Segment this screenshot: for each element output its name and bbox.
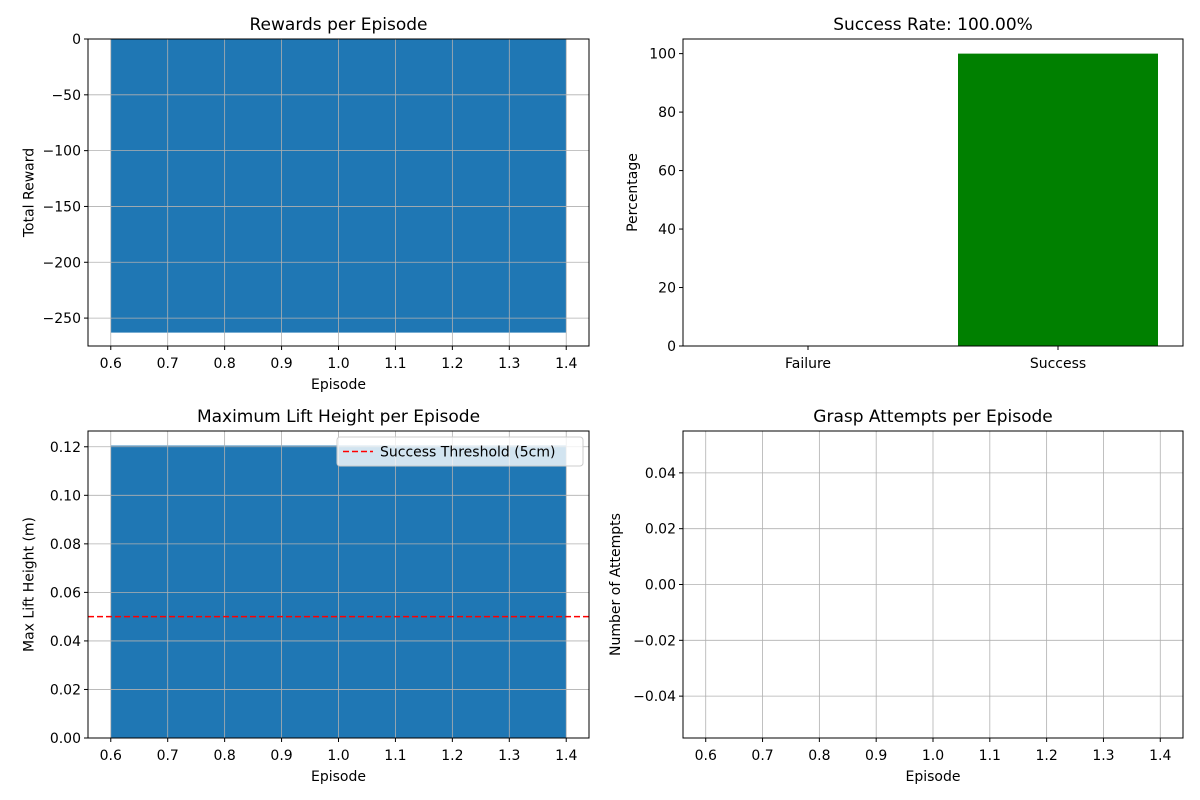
legend-label: Success Threshold (5cm) (380, 445, 555, 461)
x-tick-label: 1.4 (555, 748, 577, 764)
chart-title: Maximum Lift Height per Episode (197, 407, 480, 427)
x-tick-label: 1.0 (327, 356, 349, 372)
y-tick-label: 0.10 (50, 488, 81, 504)
y-tick-label: −100 (43, 144, 81, 160)
x-tick-label: 1.1 (384, 748, 406, 764)
y-tick-label: −50 (51, 88, 81, 104)
x-tick-label: 0.9 (270, 748, 292, 764)
chart-title: Success Rate: 100.00% (833, 15, 1033, 35)
x-tick-label: Success (1030, 356, 1086, 372)
legend: Success Threshold (5cm) (336, 436, 584, 467)
y-axis-label: Max Lift Height (m) (22, 517, 38, 652)
x-tick-label: 0.6 (695, 748, 717, 764)
x-tick-label: 1.3 (498, 356, 520, 372)
x-axis-label: Episode (906, 769, 961, 785)
x-tick-label: 0.8 (808, 748, 830, 764)
x-tick-label: 1.4 (1149, 748, 1171, 764)
x-axis-label: Episode (311, 769, 366, 785)
x-tick-label: 0.9 (865, 748, 887, 764)
y-tick-label: 0.04 (50, 634, 81, 650)
x-tick-label: 1.1 (979, 748, 1001, 764)
x-tick-label: 0.7 (157, 748, 179, 764)
y-tick-label: 0.00 (645, 578, 676, 594)
x-tick-label: 0.6 (100, 748, 122, 764)
chart-rewards: 0.6 0.7 0.8 0.9 1.0 1.1 1.2 1.3 1.4 0 −50 −100 −150 −… (22, 15, 590, 393)
y-tick-label: 0.08 (50, 537, 81, 553)
x-tick-label: 1.0 (327, 748, 349, 764)
y-tick-label: 0.02 (50, 682, 81, 698)
axes-frame (682, 38, 1184, 347)
y-tick-label: 0.00 (50, 731, 81, 747)
y-axis-label: Total Reward (22, 148, 38, 238)
y-axis-label: Percentage (625, 153, 641, 232)
y-tick-label: −0.04 (633, 689, 676, 705)
y-tick-label: 0 (72, 32, 81, 48)
y-tick-label: 20 (658, 281, 676, 297)
chart-lift: 0.6 0.7 0.8 0.9 1.0 1.1 1.2 1.3 1.4 0.00 0.02 0.04 0… (22, 407, 590, 785)
y-tick-label: −200 (43, 255, 81, 271)
y-tick-label: 0 (667, 339, 676, 355)
x-tick-label: 1.4 (555, 356, 577, 372)
x-tick-label: 0.8 (214, 748, 236, 764)
y-tick-label: −150 (43, 199, 81, 215)
y-tick-label: 0.02 (645, 522, 676, 538)
y-tick-label: 100 (649, 47, 676, 63)
y-tick-label: −250 (43, 311, 81, 327)
y-tick-label: 0.06 (50, 585, 81, 601)
x-tick-label: 1.3 (498, 748, 520, 764)
x-tick-label: 0.7 (751, 748, 773, 764)
chart-success: Failure Success 0 20 40 60 80 100 Success Rate: … (625, 15, 1184, 372)
y-tick-label: 60 (658, 164, 676, 180)
bar (958, 53, 1158, 346)
y-tick-label: 40 (658, 222, 676, 238)
y-tick-label: 0.04 (645, 466, 676, 482)
x-tick-label: 1.2 (1036, 748, 1058, 764)
x-tick-label: 1.0 (922, 748, 944, 764)
legend-box (336, 436, 584, 467)
x-tick-label: 1.1 (384, 356, 406, 372)
y-tick-label: −0.02 (633, 633, 676, 649)
chart-title: Grasp Attempts per Episode (813, 407, 1052, 427)
x-axis-label: Episode (311, 377, 366, 393)
x-tick-label: 0.6 (100, 356, 122, 372)
x-tick-label: 0.8 (214, 356, 236, 372)
x-tick-label: 1.2 (441, 748, 463, 764)
y-axis-label: Number of Attempts (608, 513, 624, 656)
y-tick-label: 80 (658, 105, 676, 121)
y-tick-label: 0.12 (50, 440, 81, 456)
x-tick-label: Failure (785, 356, 831, 372)
chart-title: Rewards per Episode (250, 15, 428, 35)
x-tick-label: 0.7 (157, 356, 179, 372)
x-tick-label: 1.3 (1092, 748, 1114, 764)
chart-grasp: 0.6 0.7 0.8 0.9 1.0 1.1 1.2 1.3 1.4 0.04 0.02 0.00 −… (608, 407, 1184, 785)
x-tick-label: 0.9 (270, 356, 292, 372)
x-tick-label: 1.2 (441, 356, 463, 372)
